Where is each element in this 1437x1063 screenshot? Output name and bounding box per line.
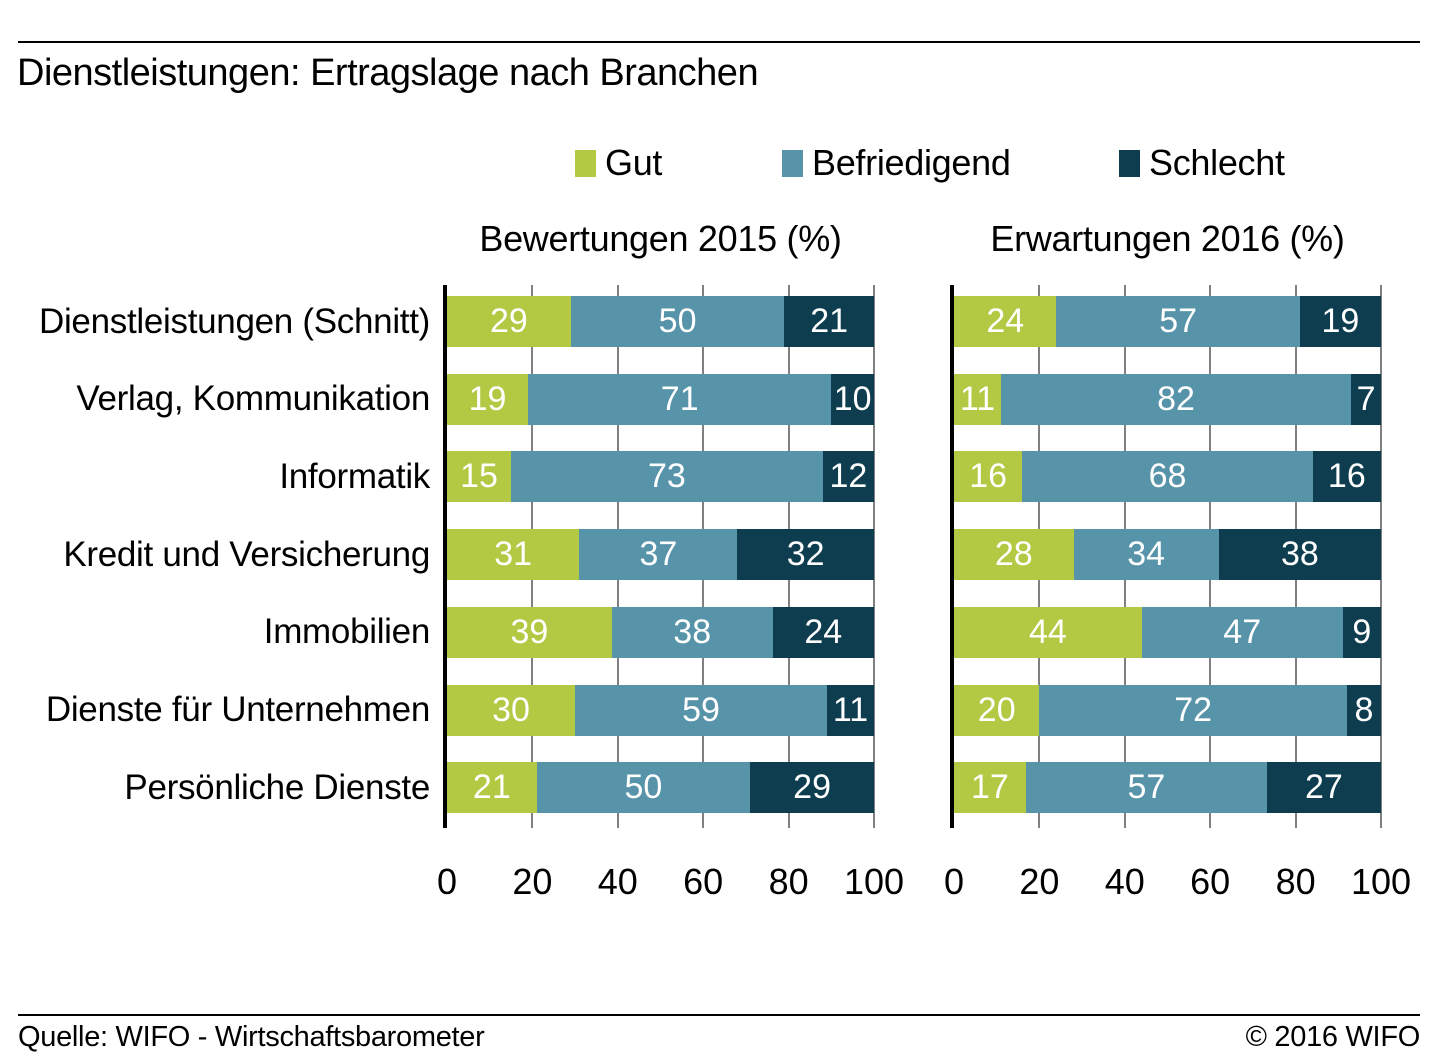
legend-swatch-icon [782, 149, 803, 177]
bar-segment-befriedigend: 68 [1022, 451, 1313, 503]
bar-segment-gut: 21 [447, 762, 537, 814]
category-label: Persönliche Dienste [124, 767, 430, 807]
bar-segment-befriedigend: 82 [1000, 373, 1352, 425]
y-axis-line [950, 285, 954, 828]
panel-title-2015: Bewertungen 2015 (%) [479, 218, 842, 259]
category-label: Dienste für Unternehmen [45, 690, 430, 729]
bar-segment-befriedigend: 37 [579, 529, 738, 581]
bar-segment-gut: 39 [447, 606, 612, 658]
x-tick-label: 20 [1019, 861, 1060, 902]
bar-segment-gut: 15 [447, 451, 512, 503]
bar-row: 17 57 27 [954, 762, 1382, 814]
bar-segment-befriedigend: 57 [1056, 296, 1300, 347]
bar-segment-befriedigend: 57 [1025, 762, 1267, 814]
bar-segment-gut: 24 [954, 296, 1057, 347]
legend-label: Befriedigend [812, 142, 1011, 183]
bar-segment-befriedigend: 73 [511, 451, 823, 503]
category-label: Verlag, Kommunikation [76, 379, 430, 419]
bar-segment-schlecht: 27 [1266, 762, 1382, 814]
bar-segment-schlecht: 12 [822, 451, 874, 503]
bar-segment-schlecht: 19 [1299, 296, 1381, 347]
x-tick-label: 0 [436, 861, 458, 902]
x-tick-label: 60 [1190, 861, 1231, 902]
bar-segment-schlecht: 8 [1346, 684, 1381, 736]
bar-segment-schlecht: 10 [831, 373, 874, 425]
x-tick-label: 100 [1350, 861, 1412, 902]
bar-segment-gut: 30 [447, 684, 576, 736]
x-tick-label: 80 [1275, 861, 1316, 902]
bar-row: 16 68 16 [954, 451, 1381, 503]
bar-segment-befriedigend: 71 [528, 373, 832, 425]
footer-divider [18, 1014, 1420, 1016]
bar-row: 30 59 11 [447, 684, 874, 736]
bar-row: 11 82 7 [954, 373, 1381, 425]
page-title: Dienstleistungen: Ertragslage nach Branc… [17, 52, 759, 94]
bar-segment-gut: 17 [954, 762, 1026, 814]
panel-title-2016: Erwartungen 2016 (%) [990, 218, 1345, 259]
legend-item-gut: Gut [575, 141, 662, 185]
category-label: Dienstleistungen (Schnitt) [38, 301, 430, 341]
bar-row: 28 34 38 [954, 529, 1382, 581]
bar-segment-gut: 29 [447, 296, 571, 347]
legend-label: Gut [605, 142, 663, 183]
legend-swatch-icon [1119, 149, 1140, 177]
bar-segment-befriedigend: 34 [1073, 529, 1219, 581]
bar-segment-befriedigend: 50 [536, 762, 751, 814]
x-tick-label: 40 [1104, 861, 1145, 902]
bar-segment-gut: 28 [954, 529, 1074, 581]
bar-segment-schlecht: 24 [772, 606, 874, 658]
bar-segment-gut: 44 [954, 606, 1142, 658]
bar-segment-schlecht: 32 [737, 529, 874, 581]
copyright-note: © 2016 WIFO [1245, 1021, 1421, 1053]
legend-swatch-icon [575, 149, 596, 177]
bar-segment-schlecht: 38 [1218, 529, 1382, 581]
bar-segment-befriedigend: 38 [611, 606, 773, 658]
bar-segment-gut: 11 [954, 373, 1001, 425]
bar-segment-befriedigend: 59 [575, 684, 828, 736]
bar-row: 20 72 8 [954, 684, 1381, 736]
x-tick-label: 0 [943, 861, 965, 902]
legend-item-befriedigend: Befriedigend [782, 141, 1011, 185]
bar-segment-gut: 16 [954, 451, 1023, 503]
category-label: Informatik [279, 456, 430, 496]
bar-segment-befriedigend: 50 [570, 296, 785, 347]
chart-panel-2015: 0 20 40 60 80 100 29 50 21 19 71 10 15 73 12 31 37 32 39 38… [437, 285, 904, 902]
bar-row: 15 73 12 [447, 451, 874, 503]
bar-row: 21 50 29 [447, 762, 874, 814]
legend-label: Schlecht [1149, 142, 1285, 183]
category-label: Immobilien [263, 612, 431, 652]
x-tick-label: 100 [843, 861, 905, 902]
y-axis-line [443, 285, 447, 828]
top-divider [18, 41, 1420, 43]
bar-row: 39 38 24 [447, 606, 874, 658]
chart-panel-2016: 0 20 40 60 80 100 24 57 19 11 82 7 16 68 16 28 34 38 44 47 9… [944, 285, 1411, 902]
bar-segment-schlecht: 7 [1351, 373, 1381, 425]
bar-segment-gut: 20 [954, 684, 1040, 736]
legend-item-schlecht: Schlecht [1119, 141, 1285, 185]
bar-row: 24 57 19 [954, 296, 1381, 347]
x-tick-label: 60 [683, 861, 724, 902]
gridline-100 [873, 285, 875, 828]
bar-row: 31 37 32 [447, 529, 874, 581]
bar-segment-befriedigend: 72 [1039, 684, 1347, 736]
bar-row: 44 47 9 [954, 606, 1381, 658]
bar-segment-schlecht: 9 [1342, 606, 1381, 658]
bar-segment-schlecht: 11 [827, 684, 874, 736]
source-note: Quelle: WIFO - Wirtschaftsbarometer [18, 1021, 485, 1053]
bar-segment-befriedigend: 47 [1141, 606, 1343, 658]
bar-segment-gut: 19 [447, 373, 529, 425]
bar-segment-schlecht: 21 [784, 296, 874, 347]
x-tick-label: 80 [768, 861, 809, 902]
x-tick-label: 40 [597, 861, 638, 902]
bar-row: 19 71 10 [447, 373, 874, 425]
bar-row: 29 50 21 [447, 296, 874, 347]
bar-segment-schlecht: 29 [750, 762, 874, 814]
category-label: Kredit und Versicherung [63, 534, 430, 574]
bar-segment-gut: 31 [447, 529, 580, 581]
bar-segment-schlecht: 16 [1312, 451, 1381, 503]
x-tick-label: 20 [512, 861, 553, 902]
